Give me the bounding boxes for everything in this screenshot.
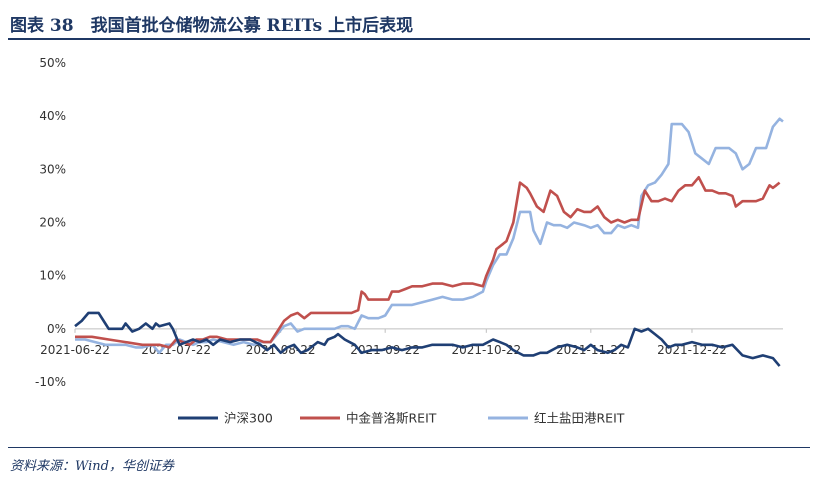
y-tick-label: 30% bbox=[39, 162, 66, 176]
y-tick-label: 0% bbox=[47, 322, 66, 336]
series-lines bbox=[74, 117, 784, 367]
source-note: 资料来源：Wind，华创证券 bbox=[10, 459, 174, 474]
y-tick-label: 50% bbox=[39, 56, 66, 70]
legend-label: 红土盐田港REIT bbox=[534, 411, 625, 426]
y-tick-label: 40% bbox=[39, 109, 66, 123]
series-line-3 bbox=[75, 117, 784, 355]
legend-label: 沪深300 bbox=[224, 411, 273, 426]
figure-title: 图表 38 我国首批仓储物流公募 REITs 上市后表现 bbox=[10, 16, 414, 36]
series-line-1 bbox=[74, 311, 781, 367]
line-chart: 50% 40% 30% 20% 10% 0% -10% 2021-06-22 2021-07-… bbox=[35, 56, 784, 426]
legend-label: 中金普洛斯REIT bbox=[346, 411, 437, 426]
legend: 沪深300 中金普洛斯REIT 红土盐田港REIT bbox=[178, 411, 625, 426]
source-rule bbox=[8, 447, 810, 448]
x-tick-label: 2021-10-22 bbox=[451, 343, 521, 357]
y-tick-label: -10% bbox=[35, 375, 66, 389]
figure-header: 图表 38 我国首批仓储物流公募 REITs 上市后表现 bbox=[10, 8, 810, 36]
series-line-2 bbox=[75, 176, 781, 349]
y-tick-label: 20% bbox=[39, 216, 66, 230]
y-axis: 50% 40% 30% 20% 10% 0% -10% bbox=[35, 56, 66, 389]
y-tick-label: 10% bbox=[39, 269, 66, 283]
title-rule bbox=[8, 38, 810, 40]
x-axis: 2021-06-22 2021-07-22 2021-08-22 2021-09-22… bbox=[40, 328, 783, 357]
x-tick-label: 2021-06-22 bbox=[40, 343, 110, 357]
